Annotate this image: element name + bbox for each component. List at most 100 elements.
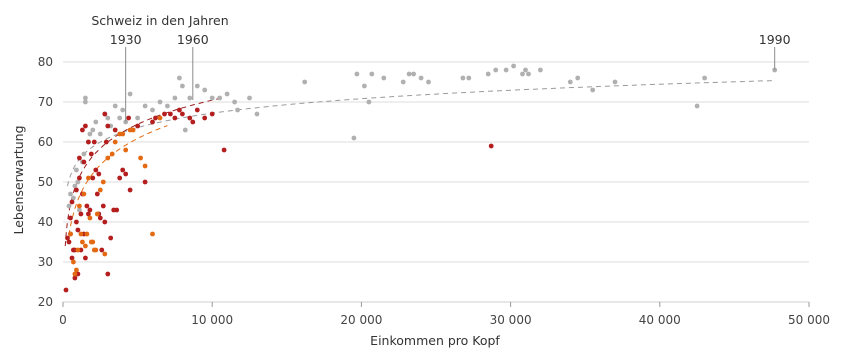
data-point <box>150 107 155 113</box>
data-point <box>112 139 118 145</box>
data-point <box>165 103 170 109</box>
data-point <box>105 123 111 129</box>
data-point <box>142 163 148 169</box>
y-tick-label: 40 <box>38 215 53 229</box>
data-point <box>351 135 357 141</box>
data-point <box>523 67 528 73</box>
data-point <box>69 255 75 261</box>
data-point <box>493 67 499 73</box>
data-point <box>366 99 372 105</box>
data-point <box>90 127 96 133</box>
y-tick-label: 50 <box>38 175 53 189</box>
data-point <box>400 79 406 85</box>
annotation-year-label: 1930 <box>110 32 142 47</box>
data-point <box>232 99 238 105</box>
data-point <box>112 103 118 109</box>
data-point <box>202 87 208 93</box>
y-axis-label: Lebenserwartung <box>11 125 26 234</box>
data-point <box>81 151 87 157</box>
data-point <box>612 79 618 85</box>
data-point <box>142 103 148 109</box>
data-point <box>114 207 120 213</box>
data-point <box>187 95 193 101</box>
trendline <box>67 80 775 187</box>
data-point <box>75 227 81 233</box>
data-point <box>209 95 215 101</box>
data-point <box>247 95 252 101</box>
data-point <box>86 211 91 217</box>
data-point <box>90 239 96 245</box>
y-tick-label: 80 <box>38 55 53 69</box>
data-point <box>74 167 79 173</box>
data-point <box>77 207 82 213</box>
data-point <box>71 195 76 201</box>
data-point <box>520 71 525 77</box>
data-point <box>127 187 133 193</box>
data-point <box>117 115 123 121</box>
x-tick-label: 40 000 <box>639 313 681 327</box>
data-point <box>63 287 69 293</box>
data-point <box>157 99 163 105</box>
data-point <box>153 115 158 121</box>
y-tick-label: 60 <box>38 135 53 149</box>
data-point <box>68 191 73 197</box>
data-point <box>190 119 196 125</box>
data-point <box>123 147 129 153</box>
data-point <box>235 107 241 113</box>
data-point <box>103 139 109 145</box>
data-point <box>177 75 182 81</box>
data-point <box>369 71 375 77</box>
data-point <box>187 115 193 121</box>
data-point <box>84 231 90 237</box>
annotation-year-label: 1990 <box>759 32 791 47</box>
grid-layer <box>63 61 809 303</box>
data-point <box>80 127 85 133</box>
data-point <box>172 95 178 101</box>
data-point <box>694 103 700 109</box>
data-point <box>86 175 91 181</box>
data-point <box>74 267 79 273</box>
data-point <box>72 271 78 277</box>
data-point <box>126 115 131 121</box>
data-point <box>254 111 260 117</box>
data-point <box>120 107 126 113</box>
data-point <box>77 155 82 161</box>
data-point <box>75 247 81 253</box>
data-point <box>83 243 88 249</box>
data-point <box>162 111 167 117</box>
data-point <box>77 175 82 181</box>
data-point <box>120 131 126 137</box>
data-point <box>65 235 70 241</box>
data-point <box>142 179 148 185</box>
axis-layer: 20 30 40 50 60 70 80 0 10 000 20 000 30 000 40 000 5… <box>38 55 830 327</box>
data-point <box>411 71 416 77</box>
x-tick-label: 0 <box>59 313 67 327</box>
data-point <box>78 211 84 217</box>
data-point <box>488 143 494 149</box>
data-point <box>123 171 129 177</box>
data-point <box>418 75 424 81</box>
data-point <box>96 171 102 177</box>
data-point <box>381 75 387 81</box>
data-point <box>93 119 99 125</box>
data-point <box>83 95 88 101</box>
data-point <box>150 119 155 125</box>
data-point <box>68 215 73 221</box>
data-point <box>567 79 573 85</box>
data-point <box>99 247 105 253</box>
data-point <box>100 203 106 209</box>
trendline-layer <box>64 80 775 247</box>
data-point <box>112 127 118 133</box>
data-point <box>97 131 103 137</box>
data-point <box>87 207 93 213</box>
data-point <box>426 79 431 85</box>
data-point <box>105 271 111 277</box>
data-point <box>221 147 227 153</box>
data-point <box>150 231 155 237</box>
data-point <box>127 91 133 97</box>
data-point <box>105 115 111 121</box>
data-point <box>354 71 360 77</box>
data-point <box>75 179 81 185</box>
y-tick-label: 30 <box>38 255 53 269</box>
